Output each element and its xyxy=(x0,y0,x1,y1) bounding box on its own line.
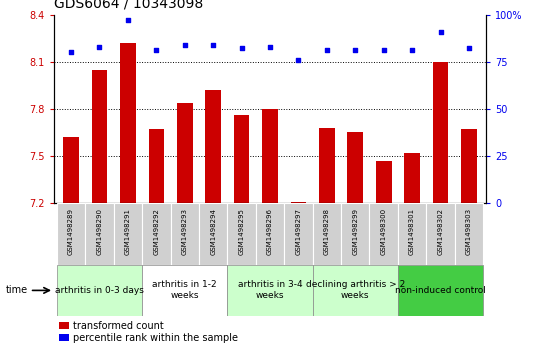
Point xyxy=(67,49,76,55)
Text: GSM1498298: GSM1498298 xyxy=(324,208,330,255)
Bar xyxy=(234,115,249,203)
Bar xyxy=(369,203,398,265)
Bar xyxy=(398,265,483,316)
Point xyxy=(124,17,132,23)
Point xyxy=(237,46,246,52)
Bar xyxy=(313,265,398,316)
Text: time: time xyxy=(5,285,28,295)
Bar xyxy=(426,203,455,265)
Text: GSM1498302: GSM1498302 xyxy=(437,208,443,255)
Point xyxy=(266,44,274,49)
Bar xyxy=(341,203,369,265)
Bar xyxy=(57,265,142,316)
Point xyxy=(322,48,331,53)
Bar xyxy=(171,203,199,265)
Point xyxy=(180,42,189,48)
Point xyxy=(408,48,416,53)
Bar xyxy=(205,90,221,203)
Bar xyxy=(284,203,313,265)
Point xyxy=(95,44,104,49)
Bar xyxy=(262,109,278,203)
Legend: transformed count, percentile rank within the sample: transformed count, percentile rank withi… xyxy=(59,321,239,343)
Point xyxy=(436,29,445,34)
Point xyxy=(294,57,303,63)
Text: arthritis in 3-4
weeks: arthritis in 3-4 weeks xyxy=(238,280,302,301)
Point xyxy=(380,48,388,53)
Bar xyxy=(256,203,284,265)
Text: GDS6064 / 10343098: GDS6064 / 10343098 xyxy=(54,0,203,11)
Text: GSM1498301: GSM1498301 xyxy=(409,208,415,255)
Text: GSM1498294: GSM1498294 xyxy=(210,208,216,255)
Text: GSM1498290: GSM1498290 xyxy=(97,208,103,255)
Bar xyxy=(227,265,313,316)
Point xyxy=(152,48,160,53)
Point xyxy=(351,48,360,53)
Text: GSM1498292: GSM1498292 xyxy=(153,208,159,255)
Bar xyxy=(120,43,136,203)
Bar xyxy=(227,203,256,265)
Bar xyxy=(398,203,426,265)
Bar xyxy=(177,103,193,203)
Bar xyxy=(199,203,227,265)
Bar xyxy=(57,203,85,265)
Bar xyxy=(404,153,420,203)
Text: GSM1498303: GSM1498303 xyxy=(466,208,472,255)
Text: non-induced control: non-induced control xyxy=(395,286,486,295)
Bar xyxy=(85,203,114,265)
Bar xyxy=(291,202,306,203)
Text: GSM1498299: GSM1498299 xyxy=(352,208,358,255)
Point xyxy=(464,46,473,52)
Text: GSM1498291: GSM1498291 xyxy=(125,208,131,255)
Bar xyxy=(148,129,164,203)
Bar xyxy=(319,128,335,203)
Bar xyxy=(92,70,107,203)
Bar xyxy=(376,161,392,203)
Text: arthritis in 0-3 days: arthritis in 0-3 days xyxy=(55,286,144,295)
Bar xyxy=(461,129,477,203)
Bar xyxy=(433,62,448,203)
Bar xyxy=(313,203,341,265)
Text: GSM1498300: GSM1498300 xyxy=(381,208,387,255)
Text: declining arthritis > 2
weeks: declining arthritis > 2 weeks xyxy=(306,280,405,301)
Bar xyxy=(455,203,483,265)
Bar xyxy=(142,203,171,265)
Text: GSM1498295: GSM1498295 xyxy=(239,208,245,255)
Text: GSM1498293: GSM1498293 xyxy=(182,208,188,255)
Bar xyxy=(63,137,79,203)
Point xyxy=(209,42,218,48)
Text: GSM1498296: GSM1498296 xyxy=(267,208,273,255)
Bar xyxy=(347,132,363,203)
Text: arthritis in 1-2
weeks: arthritis in 1-2 weeks xyxy=(152,280,217,301)
Bar xyxy=(114,203,142,265)
Text: GSM1498289: GSM1498289 xyxy=(68,208,74,255)
Text: GSM1498297: GSM1498297 xyxy=(295,208,301,255)
Bar xyxy=(142,265,227,316)
